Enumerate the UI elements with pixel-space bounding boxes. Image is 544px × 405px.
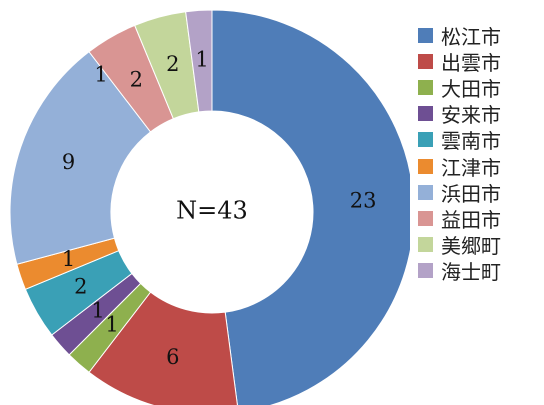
legend-swatch [418,158,433,174]
data-label-9: 2 [166,52,179,76]
legend-label: 松江市 [441,24,501,49]
data-label-8: 2 [130,67,143,91]
data-label-10: 1 [195,47,208,71]
legend-label: 大田市 [441,76,501,101]
center-label: N=43 [176,197,248,225]
legend-label: 美郷町 [441,234,501,259]
data-label-extra: 1 [94,63,107,87]
slice-10 [185,9,213,113]
legend-item: 安来市 [418,101,501,127]
legend-label: 海士町 [441,260,501,285]
legend-label: 安来市 [441,103,501,128]
legend-swatch [418,132,433,148]
legend-item: 海士町 [418,258,501,284]
legend-item: 美郷町 [418,232,501,258]
legend-swatch [418,106,433,122]
legend-swatch [418,210,433,226]
legend-label: 出雲市 [441,50,501,75]
slice-7 [9,51,152,265]
legend-item: 大田市 [418,74,501,101]
legend-swatch [418,237,433,253]
data-label-3: 1 [105,312,118,336]
legend-swatch [418,79,433,95]
legend-item: 浜田市 [418,179,501,206]
data-label-6: 1 [62,247,75,271]
slice-1 [211,9,410,405]
data-label-2: 6 [166,345,179,369]
data-label-4: 1 [91,298,104,322]
legend: 松江市 出雲市 大田市 安来市 雲南市 江津市 浜田市 益田市 美郷町 海士町 [418,22,501,284]
data-label-7: 9 [62,150,75,174]
legend-label: 雲南市 [441,129,501,154]
legend-item: 益田市 [418,205,501,232]
legend-item: 松江市 [418,22,501,49]
legend-item: 出雲市 [418,48,501,75]
legend-item: 雲南市 [418,127,501,153]
legend-label: 浜田市 [441,181,501,206]
legend-swatch [418,184,433,200]
legend-item: 江津市 [418,153,501,180]
legend-label: 江津市 [441,155,501,180]
data-label-1: 23 [350,189,377,213]
legend-label: 益田市 [441,207,501,232]
donut-slices [9,9,410,405]
legend-swatch [418,27,433,43]
data-label-5: 2 [74,274,87,298]
legend-swatch [418,263,433,279]
legend-swatch [418,53,433,69]
